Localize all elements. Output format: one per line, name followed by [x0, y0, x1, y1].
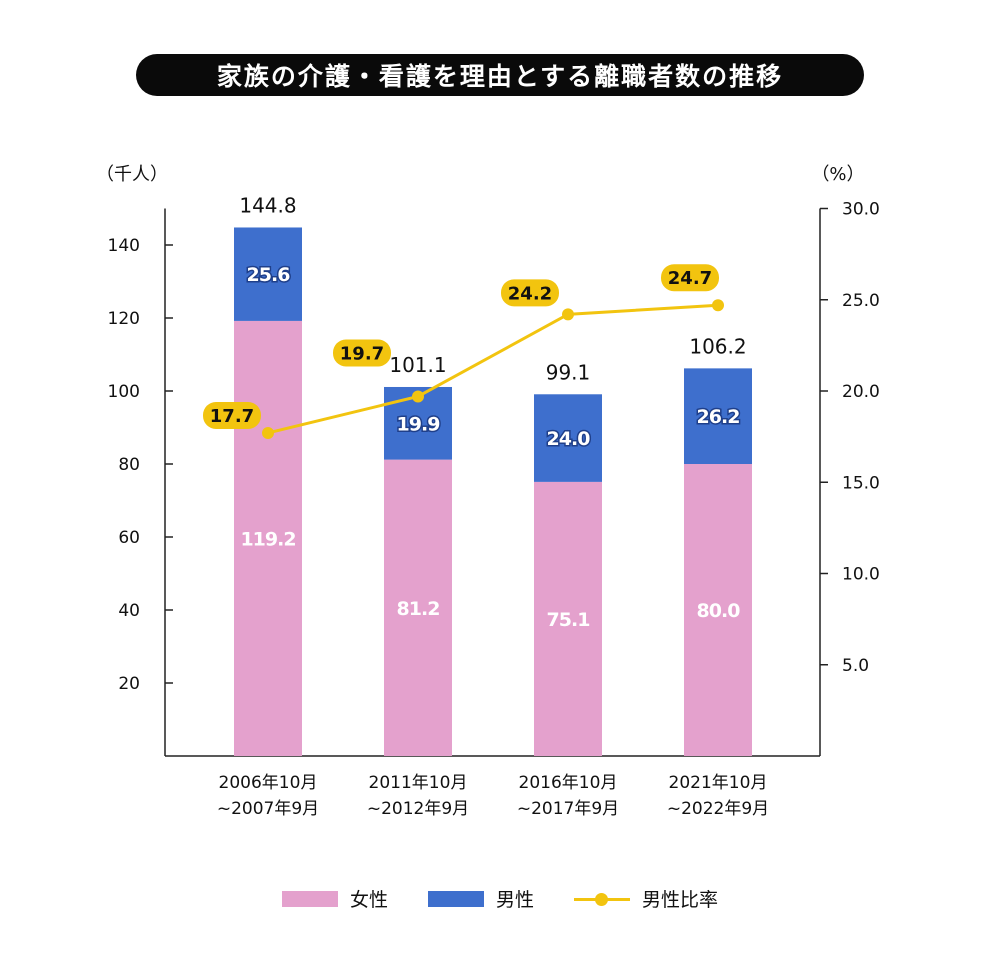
ratio-label-pill	[203, 401, 261, 429]
bar-male-value-label: 19.9	[397, 413, 440, 435]
ratio-value-label: 19.7	[340, 343, 384, 364]
bar-female-value-label: 80.0	[697, 600, 741, 622]
right-axis-tick-label: 15.0	[842, 473, 880, 493]
legend-swatch-ratio	[574, 891, 630, 907]
bar-male-value-label: 26.2	[697, 406, 740, 428]
left-axis-tick-label: 100	[108, 382, 140, 402]
bar-female-value-label: 75.1	[547, 609, 590, 631]
bar-female	[234, 320, 302, 756]
ratio-point	[712, 299, 724, 312]
bar-female	[534, 481, 602, 756]
chart-title: 家族の介護・看護を理由とする離職者数の推移	[136, 54, 864, 96]
x-category-label-line1: 2021年10月	[669, 773, 768, 793]
legend-item-female: 女性	[281, 885, 388, 912]
left-axis-tick-label: 40	[118, 601, 140, 621]
ratio-point	[562, 308, 574, 321]
bar-male	[234, 227, 302, 321]
bar-male	[534, 394, 602, 482]
bar-total-label: 144.8	[239, 193, 296, 217]
ratio-label-pill	[661, 264, 719, 292]
legend-swatch-male	[427, 890, 484, 907]
legend-swatch-female	[281, 890, 338, 907]
ratio-value-label: 24.7	[668, 268, 712, 289]
x-category-label-line2: ~2022年9月	[667, 799, 769, 819]
ratio-point	[262, 426, 274, 439]
bar-male-value-label: 24.0	[547, 428, 591, 450]
legend: 女性 男性 男性比率	[0, 885, 1000, 912]
bar-total-label: 99.1	[546, 360, 591, 384]
left-axis-unit-label: （千人）	[96, 164, 168, 185]
bar-female-value-label: 81.2	[397, 598, 440, 620]
legend-label-male: 男性	[495, 889, 534, 911]
right-axis-unit-label: （%）	[811, 164, 864, 185]
x-category-label-line2: ~2017年9月	[517, 799, 619, 819]
bar-male	[684, 368, 752, 464]
ratio-point	[412, 390, 424, 403]
left-axis-tick-label: 20	[118, 674, 140, 694]
ratio-value-label: 24.2	[508, 283, 552, 304]
bar-total-label: 101.1	[389, 353, 446, 377]
right-axis-tick-label: 10.0	[842, 565, 880, 585]
x-category-label-line1: 2006年10月	[219, 773, 318, 793]
chart-area: （千人） （%） 20 40 60 80 100 120 140 5.0 10.0 15.0 20.0 2…	[96, 164, 880, 819]
ratio-label-pill	[333, 339, 391, 367]
right-axis-tick-label: 30.0	[842, 200, 880, 220]
left-axis-tick-label: 120	[108, 309, 140, 329]
x-category-label-line2: ~2012年9月	[367, 799, 469, 819]
bar-total-label: 106.2	[689, 334, 746, 358]
chart-title-text: 家族の介護・看護を理由とする離職者数の推移	[216, 62, 784, 91]
left-axis-tick-label: 140	[108, 236, 140, 256]
bar-female	[684, 464, 752, 756]
left-axis-tick-label: 60	[118, 528, 140, 548]
ratio-value-label: 17.7	[210, 406, 254, 427]
x-category-label-line1: 2016年10月	[519, 773, 618, 793]
x-category-label-line1: 2011年10月	[369, 773, 468, 793]
right-axis-tick-label: 5.0	[842, 656, 869, 676]
right-axis-tick-label: 25.0	[842, 291, 880, 311]
ratio-label-pill	[501, 279, 559, 307]
x-category-label-line2: ~2007年9月	[217, 799, 319, 819]
left-axis-tick-label: 80	[118, 455, 140, 475]
bar-female-value-label: 119.2	[240, 528, 295, 550]
bar-male-value-label: 25.6	[247, 264, 291, 286]
ratio-line	[267, 303, 719, 435]
legend-item-male: 男性	[427, 885, 534, 912]
legend-label-female: 女性	[349, 889, 388, 911]
bar-female	[384, 459, 452, 756]
legend-label-ratio: 男性比率	[642, 889, 719, 911]
right-axis-tick-label: 20.0	[842, 382, 880, 402]
legend-item-ratio: 男性比率	[574, 885, 718, 912]
